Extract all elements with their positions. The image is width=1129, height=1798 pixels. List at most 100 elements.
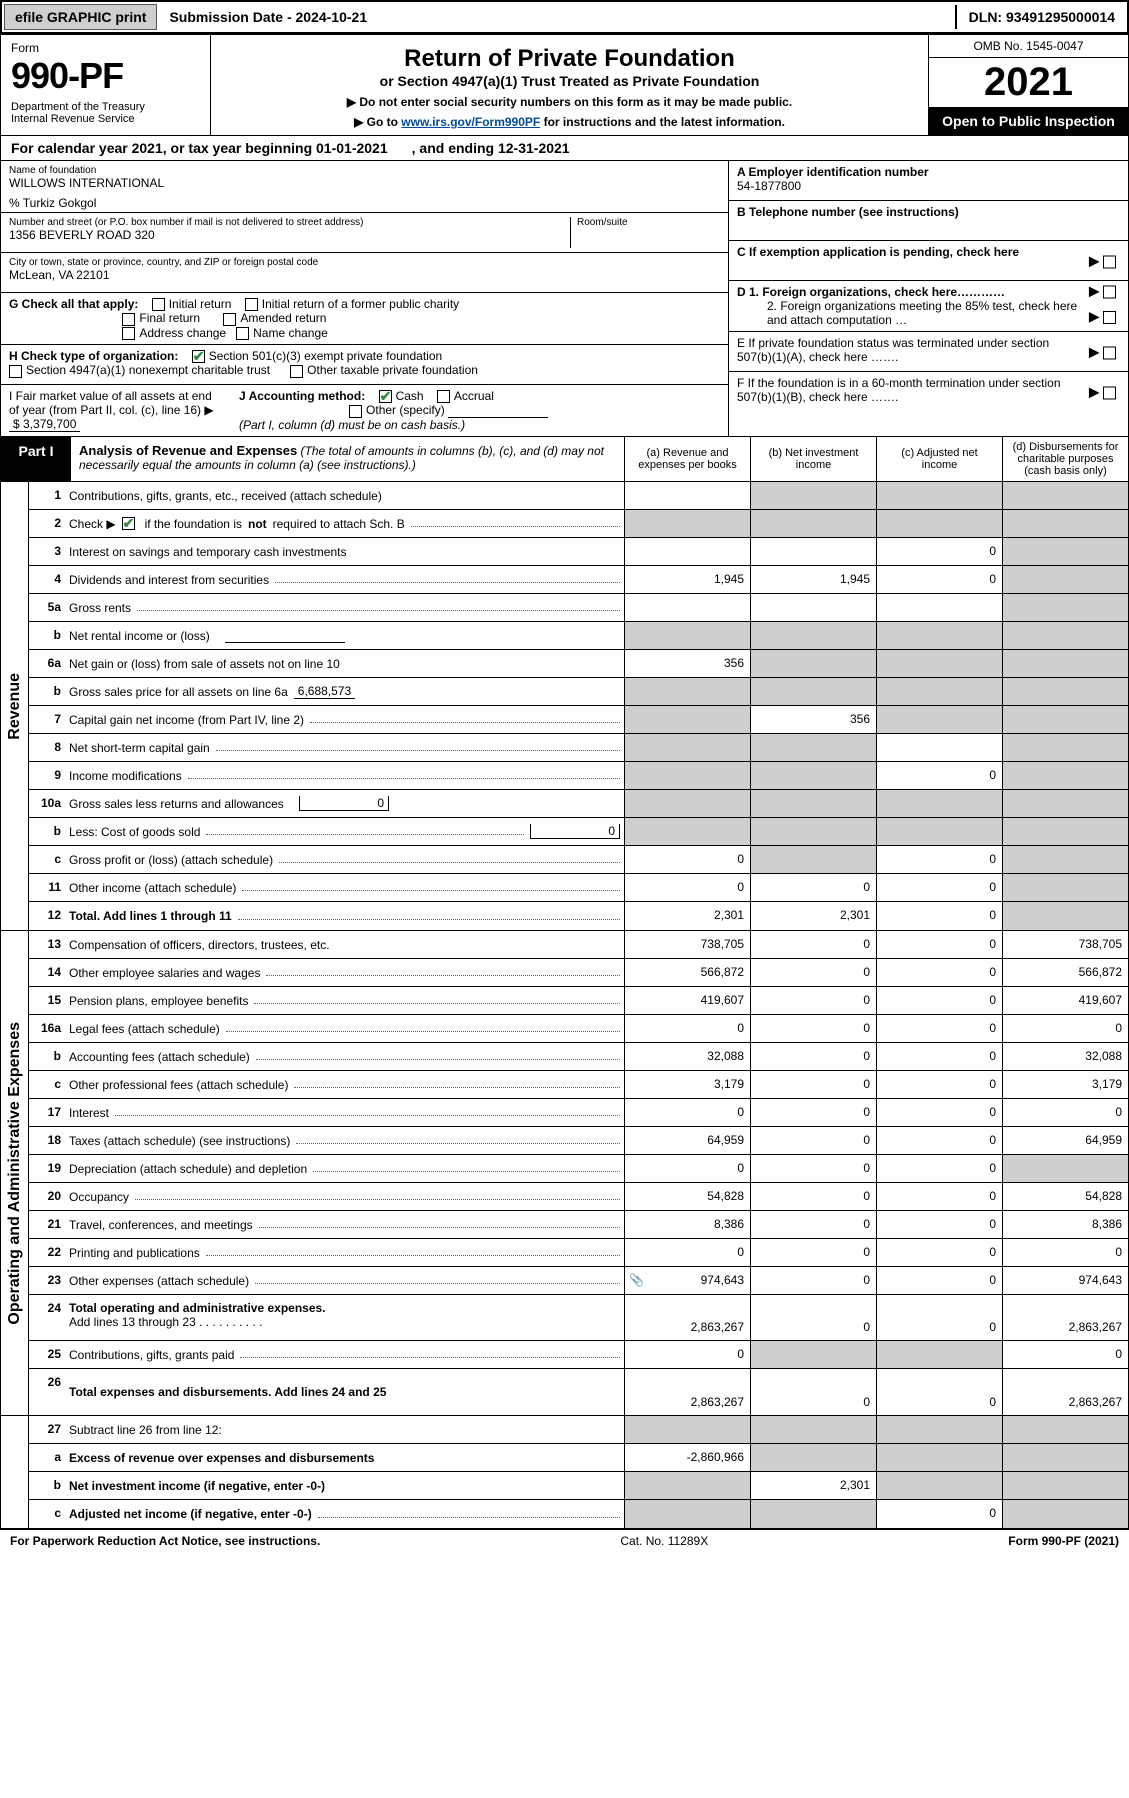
cal-pre: For calendar year 2021, or tax year begi… [11, 140, 316, 156]
v-l19b: 0 [750, 1155, 876, 1182]
v-l22d: 0 [1002, 1239, 1128, 1266]
l2not: not [248, 517, 267, 531]
v-l16bc: 0 [876, 1043, 1002, 1070]
v-l11a: 0 [624, 874, 750, 901]
foundation-name: WILLOWS INTERNATIONAL [9, 176, 720, 190]
v-l14a: 566,872 [624, 959, 750, 986]
v-l24a: 2,863,267 [624, 1295, 750, 1340]
bottom-grid: 27Subtract line 26 from line 12: aExcess… [0, 1416, 1129, 1529]
l18: Taxes (attach schedule) (see instruction… [69, 1134, 290, 1148]
chk-final[interactable] [122, 313, 135, 326]
side-revenue: Revenue [6, 673, 24, 740]
note-ssn: ▶ Do not enter social security numbers o… [223, 95, 916, 109]
l6b: Gross sales price for all assets on line… [69, 685, 288, 699]
calendar-row: For calendar year 2021, or tax year begi… [0, 136, 1129, 161]
chk-4947[interactable] [9, 365, 22, 378]
chk-initial-former[interactable] [245, 298, 258, 311]
opt-4947: Section 4947(a)(1) nonexempt charitable … [26, 363, 270, 377]
l10b: Less: Cost of goods sold [69, 825, 200, 839]
efile-button[interactable]: efile GRAPHIC print [4, 4, 157, 30]
l27: Subtract line 26 from line 12: [69, 1423, 222, 1437]
v-l25a: 0 [624, 1341, 750, 1368]
part1-header: Part I Analysis of Revenue and Expenses … [0, 437, 1129, 482]
c-label: C If exemption application is pending, c… [737, 245, 1019, 259]
l24: Total operating and administrative expen… [69, 1301, 326, 1315]
l13: Compensation of officers, directors, tru… [69, 938, 330, 952]
v-l21c: 0 [876, 1211, 1002, 1238]
v-l24c: 0 [876, 1295, 1002, 1340]
v-l3c: 0 [876, 538, 1002, 565]
v-l16aa: 0 [624, 1015, 750, 1042]
v-l12b: 2,301 [750, 902, 876, 930]
note2-post: for instructions and the latest informat… [540, 115, 785, 129]
chk-e[interactable] [1103, 346, 1116, 359]
note2-pre: ▶ Go to [354, 115, 401, 129]
v-l20b: 0 [750, 1183, 876, 1210]
v-l19c: 0 [876, 1155, 1002, 1182]
v-l7b: 356 [750, 706, 876, 733]
v-l14b: 0 [750, 959, 876, 986]
l7: Capital gain net income (from Part IV, l… [69, 713, 304, 727]
meta-box: Name of foundation WILLOWS INTERNATIONAL… [0, 161, 1129, 437]
tax-year: 2021 [929, 58, 1128, 107]
chk-501c3[interactable] [192, 350, 205, 363]
chk-d1[interactable] [1103, 286, 1116, 299]
omb-number: OMB No. 1545-0047 [929, 35, 1128, 58]
col-a: (a) Revenue and expenses per books [624, 437, 750, 481]
chk-name-change[interactable] [236, 327, 249, 340]
cal-end: 12-31-2021 [498, 140, 570, 156]
v-l20a: 54,828 [624, 1183, 750, 1210]
chk-schb[interactable] [122, 517, 135, 530]
opt-name-change: Name change [253, 326, 328, 340]
v-l4a: 1,945 [624, 566, 750, 593]
v-l9c: 0 [876, 762, 1002, 789]
chk-initial[interactable] [152, 298, 165, 311]
d2-label: 2. Foreign organizations meeting the 85%… [737, 299, 1120, 327]
v-l16cd: 3,179 [1002, 1071, 1128, 1098]
v-l22c: 0 [876, 1239, 1002, 1266]
part1-title: Analysis of Revenue and Expenses [79, 443, 297, 458]
l6a: Net gain or (loss) from sale of assets n… [69, 657, 340, 671]
attach-icon[interactable]: 📎 [629, 1273, 644, 1287]
chk-f[interactable] [1103, 387, 1116, 400]
v-l16ab: 0 [750, 1015, 876, 1042]
opt-final: Final return [139, 311, 200, 325]
form-header: Form 990-PF Department of the Treasury I… [0, 34, 1129, 136]
chk-accrual[interactable] [437, 390, 450, 403]
v-l16bd: 32,088 [1002, 1043, 1128, 1070]
irs-link[interactable]: www.irs.gov/Form990PF [401, 115, 540, 129]
l19: Depreciation (attach schedule) and deple… [69, 1162, 307, 1176]
v-l26b: 0 [750, 1369, 876, 1415]
l3: Interest on savings and temporary cash i… [69, 545, 346, 559]
chk-other-tax[interactable] [290, 365, 303, 378]
v-l4c: 0 [876, 566, 1002, 593]
v-l26d: 2,863,267 [1002, 1369, 1128, 1415]
v-l13b: 0 [750, 931, 876, 958]
h-label: H Check type of organization: [9, 349, 178, 363]
v-l13c: 0 [876, 931, 1002, 958]
chk-amended[interactable] [223, 313, 236, 326]
chk-d2[interactable] [1103, 311, 1116, 324]
l27c: Adjusted net income (if negative, enter … [69, 1507, 312, 1521]
v-l26a: 2,863,267 [624, 1369, 750, 1415]
form-label: Form [11, 41, 200, 55]
l10b-val: 0 [530, 824, 620, 839]
l4: Dividends and interest from securities [69, 573, 269, 587]
city-label: City or town, state or province, country… [9, 257, 720, 268]
v-l12a: 2,301 [624, 902, 750, 930]
chk-cash[interactable] [379, 390, 392, 403]
chk-c[interactable] [1103, 255, 1116, 268]
l2b: if the foundation is [145, 517, 242, 531]
l9: Income modifications [69, 769, 182, 783]
v-l17b: 0 [750, 1099, 876, 1126]
j-note: (Part I, column (d) must be on cash basi… [239, 418, 465, 432]
dept-label: Department of the Treasury Internal Reve… [11, 101, 200, 125]
cal-begin: 01-01-2021 [316, 140, 388, 156]
v-l15d: 419,607 [1002, 987, 1128, 1014]
l6b-val: 6,688,573 [294, 684, 355, 699]
chk-other-method[interactable] [349, 405, 362, 418]
l5a: Gross rents [69, 601, 131, 615]
l22: Printing and publications [69, 1246, 200, 1260]
chk-addr-change[interactable] [122, 327, 135, 340]
footer-left: For Paperwork Reduction Act Notice, see … [10, 1534, 320, 1548]
